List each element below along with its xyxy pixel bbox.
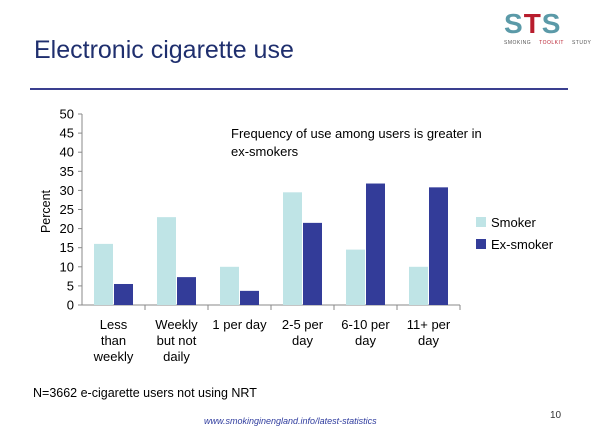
x-tick-label: day <box>292 333 313 348</box>
footnote: N=3662 e-cigarette users not using NRT <box>33 386 257 400</box>
y-tick-label: 35 <box>60 164 74 179</box>
bar-smoker <box>346 249 365 305</box>
logo-letter-s2: S <box>541 8 562 39</box>
x-tick-label: 2-5 per <box>282 317 324 332</box>
legend-label: Smoker <box>491 215 536 230</box>
x-tick-label: weekly <box>93 349 134 364</box>
y-tick-label: 30 <box>60 183 74 198</box>
bar-ex-smoker <box>429 187 448 305</box>
x-tick-label: 11+ per <box>407 317 451 332</box>
legend-label: Ex-smoker <box>491 237 554 252</box>
legend-swatch <box>476 217 486 227</box>
y-tick-label: 20 <box>60 221 74 236</box>
x-tick-label: 1 per day <box>212 317 267 332</box>
x-tick-label: 6-10 per <box>341 317 390 332</box>
bar-ex-smoker <box>303 222 322 305</box>
y-tick-label: 10 <box>60 259 74 274</box>
chart-annotation: Frequency of use among users is greater … <box>231 126 482 141</box>
x-tick-label: but not <box>157 333 197 348</box>
bar-ex-smoker <box>366 183 385 305</box>
x-tick-label: Less <box>100 317 128 332</box>
logo-letter-t: T <box>523 8 542 39</box>
y-tick-label: 15 <box>60 240 74 255</box>
y-tick-label: 40 <box>60 145 74 160</box>
bar-smoker <box>283 192 302 305</box>
bar-ex-smoker <box>240 290 259 305</box>
bar-smoker <box>409 266 428 305</box>
y-tick-label: 0 <box>67 298 74 313</box>
chart-annotation: ex-smokers <box>231 144 299 159</box>
legend-swatch <box>476 239 486 249</box>
page-number: 10 <box>550 410 562 421</box>
sts-logo: STS SMOKING TOOLKIT STUDY <box>498 8 591 52</box>
x-tick-label: than <box>101 333 126 348</box>
logo-sub-toolkit: TOOLKIT <box>539 40 564 46</box>
x-tick-label: day <box>355 333 376 348</box>
logo-subtitle: SMOKING TOOLKIT STUDY <box>504 40 591 46</box>
bar-smoker <box>94 243 113 305</box>
slide-title: Electronic cigarette use <box>34 36 294 64</box>
bar-ex-smoker <box>177 277 196 305</box>
y-tick-label: 50 <box>60 107 74 122</box>
logo-sub-study: STUDY <box>571 40 592 46</box>
x-tick-label: Weekly <box>155 317 198 332</box>
x-tick-label: daily <box>163 349 190 364</box>
logo-sub-smoking: SMOKING <box>504 40 532 46</box>
logo-letter-s1: S <box>504 8 524 39</box>
y-tick-label: 5 <box>67 278 74 293</box>
logo-letters: STS <box>504 8 561 40</box>
title-divider <box>30 88 568 90</box>
y-tick-label: 25 <box>60 202 74 217</box>
bar-smoker <box>220 266 239 305</box>
bar-smoker <box>157 217 176 305</box>
x-tick-label: day <box>418 333 439 348</box>
y-axis-label: Percent <box>39 189 53 233</box>
y-tick-label: 45 <box>60 126 74 141</box>
bar-ex-smoker <box>114 283 133 305</box>
source-link[interactable]: www.smokinginengland.info/latest-statist… <box>204 416 377 426</box>
